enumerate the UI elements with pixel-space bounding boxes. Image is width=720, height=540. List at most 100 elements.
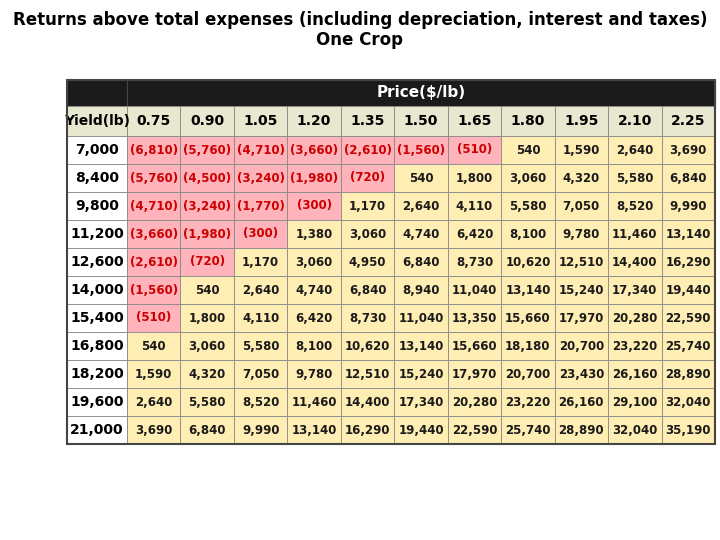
Text: (3,660): (3,660) <box>130 227 178 240</box>
Bar <box>67 164 127 192</box>
Bar <box>287 164 341 192</box>
Text: 17,970: 17,970 <box>451 368 497 381</box>
Bar <box>608 248 662 276</box>
Text: 11,040: 11,040 <box>451 284 497 296</box>
Bar <box>234 136 287 164</box>
Text: 540: 540 <box>141 340 166 353</box>
Text: 17,340: 17,340 <box>398 395 444 408</box>
Bar <box>608 106 662 136</box>
Text: 23,220: 23,220 <box>612 340 657 353</box>
Text: 2.25: 2.25 <box>671 114 706 128</box>
Text: 12,510: 12,510 <box>559 255 604 268</box>
Text: 11,460: 11,460 <box>612 227 657 240</box>
Bar <box>608 388 662 416</box>
Text: 6,840: 6,840 <box>348 284 387 296</box>
Text: (4,710): (4,710) <box>237 144 284 157</box>
Text: 11,460: 11,460 <box>292 395 337 408</box>
Text: 17,340: 17,340 <box>612 284 657 296</box>
Bar <box>395 416 448 444</box>
Text: 28,890: 28,890 <box>665 368 711 381</box>
Bar <box>127 248 181 276</box>
Text: (300): (300) <box>297 199 332 213</box>
Bar <box>448 220 501 248</box>
Bar <box>662 136 715 164</box>
Text: (3,660): (3,660) <box>290 144 338 157</box>
Bar <box>448 416 501 444</box>
Text: 4,110: 4,110 <box>242 312 279 325</box>
Bar <box>287 220 341 248</box>
Bar <box>67 80 715 444</box>
Bar <box>448 388 501 416</box>
Text: 1.65: 1.65 <box>457 114 492 128</box>
Text: 28,890: 28,890 <box>559 423 604 436</box>
Text: 20,700: 20,700 <box>505 368 551 381</box>
Bar <box>395 136 448 164</box>
Text: 16,290: 16,290 <box>665 255 711 268</box>
Bar <box>181 304 234 332</box>
Bar <box>501 164 554 192</box>
Bar <box>234 388 287 416</box>
Text: (5,760): (5,760) <box>130 172 178 185</box>
Text: 8,520: 8,520 <box>616 199 654 213</box>
Text: 23,430: 23,430 <box>559 368 604 381</box>
Text: (510): (510) <box>456 144 492 157</box>
Bar <box>67 276 127 304</box>
Text: 5,580: 5,580 <box>509 199 546 213</box>
Bar <box>287 248 341 276</box>
Bar <box>234 220 287 248</box>
Text: 14,400: 14,400 <box>345 395 390 408</box>
Text: 2.10: 2.10 <box>618 114 652 128</box>
Bar <box>662 416 715 444</box>
Bar <box>395 106 448 136</box>
Bar <box>67 248 127 276</box>
Bar <box>448 164 501 192</box>
Text: 23,220: 23,220 <box>505 395 551 408</box>
Text: 20,280: 20,280 <box>612 312 657 325</box>
Text: 3,060: 3,060 <box>349 227 386 240</box>
Bar <box>662 360 715 388</box>
Bar <box>234 360 287 388</box>
Text: 5,580: 5,580 <box>242 340 279 353</box>
Bar <box>501 332 554 360</box>
Bar <box>127 220 181 248</box>
Text: 8,730: 8,730 <box>349 312 386 325</box>
Bar <box>127 304 181 332</box>
Text: 35,190: 35,190 <box>665 423 711 436</box>
Bar <box>341 106 395 136</box>
Bar <box>127 332 181 360</box>
Bar <box>341 360 395 388</box>
Text: 8,730: 8,730 <box>456 255 493 268</box>
Text: 2,640: 2,640 <box>135 395 172 408</box>
Bar <box>67 136 127 164</box>
Text: 2,640: 2,640 <box>402 199 440 213</box>
Bar <box>341 416 395 444</box>
Text: (4,710): (4,710) <box>130 199 178 213</box>
Text: 25,740: 25,740 <box>505 423 551 436</box>
Bar <box>608 304 662 332</box>
Text: (4,500): (4,500) <box>183 172 231 185</box>
Text: 26,160: 26,160 <box>559 395 604 408</box>
Bar <box>448 332 501 360</box>
Text: 19,600: 19,600 <box>71 395 124 409</box>
Bar <box>341 304 395 332</box>
Text: 18,200: 18,200 <box>70 367 124 381</box>
Bar <box>127 388 181 416</box>
Bar <box>501 304 554 332</box>
Text: 6,420: 6,420 <box>456 227 493 240</box>
Text: 0.75: 0.75 <box>137 114 171 128</box>
Text: 9,990: 9,990 <box>670 199 707 213</box>
Bar <box>395 332 448 360</box>
Bar <box>448 248 501 276</box>
Text: 13,350: 13,350 <box>451 312 497 325</box>
Text: 17,970: 17,970 <box>559 312 604 325</box>
Text: 8,400: 8,400 <box>75 171 119 185</box>
Bar <box>181 220 234 248</box>
Bar <box>662 304 715 332</box>
Bar <box>341 332 395 360</box>
Text: 16,290: 16,290 <box>345 423 390 436</box>
Text: 32,040: 32,040 <box>612 423 657 436</box>
Text: 3,060: 3,060 <box>509 172 546 185</box>
Bar <box>67 332 127 360</box>
Text: 7,050: 7,050 <box>563 199 600 213</box>
Bar <box>554 248 608 276</box>
